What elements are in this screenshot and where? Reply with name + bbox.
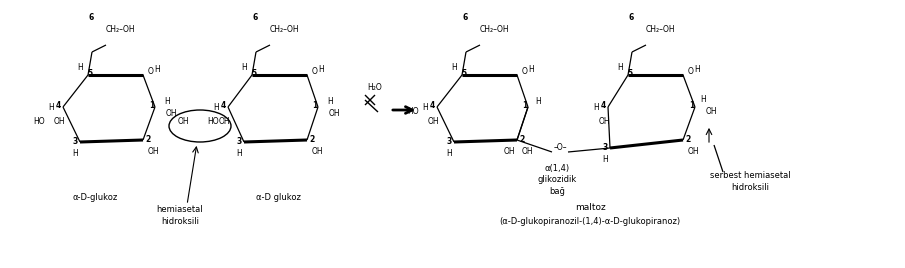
- Text: O: O: [148, 66, 154, 76]
- Text: O: O: [522, 66, 528, 76]
- Text: H₂O: H₂O: [367, 84, 383, 92]
- Text: H: H: [327, 96, 333, 106]
- Text: H: H: [451, 62, 457, 72]
- Text: 3: 3: [236, 136, 242, 146]
- Text: H: H: [535, 96, 541, 106]
- Text: –O–: –O–: [553, 143, 567, 151]
- Text: 6: 6: [89, 13, 93, 23]
- Text: H: H: [694, 65, 700, 73]
- Text: OH: OH: [503, 147, 515, 157]
- Text: H: H: [602, 155, 608, 165]
- Text: 3: 3: [603, 143, 607, 151]
- Text: OH: OH: [177, 117, 189, 126]
- Text: α-D glukoz: α-D glukoz: [255, 193, 300, 203]
- Text: OH: OH: [427, 117, 439, 126]
- Text: 4: 4: [600, 102, 605, 110]
- Text: glikozidik: glikozidik: [538, 176, 576, 184]
- Text: H: H: [422, 102, 428, 111]
- Text: OH: OH: [687, 147, 699, 157]
- Text: 2: 2: [519, 135, 525, 143]
- Text: OH: OH: [598, 117, 610, 126]
- Text: 3: 3: [72, 136, 78, 146]
- Text: 1: 1: [312, 102, 318, 110]
- Text: 1: 1: [149, 102, 155, 110]
- Text: CH₂–OH: CH₂–OH: [480, 25, 510, 35]
- Text: 5: 5: [627, 69, 633, 79]
- Text: HO: HO: [207, 117, 219, 126]
- Text: 2: 2: [310, 135, 315, 143]
- Text: OH: OH: [166, 109, 176, 117]
- Text: hidroksili: hidroksili: [161, 218, 199, 226]
- Text: hemiasetal: hemiasetal: [157, 206, 204, 214]
- Text: H: H: [154, 65, 160, 73]
- Text: 3: 3: [446, 136, 452, 146]
- Text: 6: 6: [628, 13, 633, 23]
- Text: OH: OH: [521, 147, 533, 157]
- Text: (α-D-glukopiranozil-(1,4)-α-D-glukopiranoz): (α-D-glukopiranozil-(1,4)-α-D-glukopiran…: [500, 218, 681, 226]
- Text: CH₂–OH: CH₂–OH: [270, 25, 300, 35]
- Text: OH: OH: [148, 147, 158, 157]
- Text: H: H: [241, 62, 247, 72]
- Text: H: H: [213, 102, 219, 111]
- Text: CH₂–OH: CH₂–OH: [106, 25, 136, 35]
- Text: serbest hemiasetal: serbest hemiasetal: [710, 170, 790, 180]
- Text: HO: HO: [33, 117, 45, 126]
- Text: 4: 4: [55, 102, 61, 110]
- Text: O: O: [688, 66, 694, 76]
- Text: bağ: bağ: [549, 188, 565, 196]
- Text: H: H: [77, 62, 83, 72]
- Text: OH: OH: [53, 117, 65, 126]
- Text: CH₂–OH: CH₂–OH: [646, 25, 676, 35]
- Text: 4: 4: [221, 102, 225, 110]
- Text: 1: 1: [522, 102, 528, 110]
- Text: H: H: [319, 65, 324, 73]
- Text: 5: 5: [88, 69, 92, 79]
- Text: 6: 6: [462, 13, 468, 23]
- Text: H: H: [529, 65, 534, 73]
- Text: 6: 6: [252, 13, 258, 23]
- Text: H: H: [617, 62, 623, 72]
- Text: α-D-glukoz: α-D-glukoz: [72, 193, 118, 203]
- Text: 2: 2: [685, 135, 691, 143]
- Text: H: H: [700, 95, 706, 103]
- Text: hidroksili: hidroksili: [731, 183, 769, 192]
- Text: maltoz: maltoz: [575, 203, 605, 213]
- Text: OH: OH: [311, 147, 323, 157]
- Text: O: O: [312, 66, 318, 76]
- Text: 2: 2: [146, 135, 150, 143]
- Text: H: H: [593, 102, 599, 111]
- Text: OH: OH: [218, 117, 230, 126]
- Text: H: H: [164, 96, 170, 106]
- Text: H: H: [446, 150, 452, 158]
- Text: 5: 5: [252, 69, 256, 79]
- Text: 1: 1: [690, 102, 695, 110]
- Text: HO: HO: [407, 107, 419, 117]
- Text: H: H: [48, 102, 54, 111]
- Text: 4: 4: [429, 102, 434, 110]
- Text: 5: 5: [462, 69, 467, 79]
- Text: α(1,4): α(1,4): [545, 163, 569, 173]
- Text: H: H: [72, 150, 78, 158]
- Text: OH: OH: [329, 109, 339, 117]
- Text: OH: OH: [705, 106, 717, 116]
- Text: H: H: [236, 150, 242, 158]
